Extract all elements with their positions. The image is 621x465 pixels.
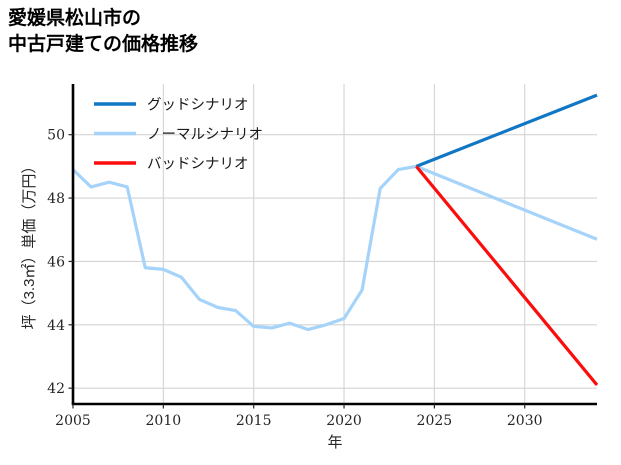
ytick-label-50: 50 — [47, 128, 65, 144]
series-line-グッドシナリオ — [415, 93, 598, 168]
chart-title-line-2: 中古戸建ての価格推移 — [8, 33, 199, 55]
xtick-label-2015: 2015 — [236, 413, 272, 429]
x-axis-title: 年 — [327, 434, 342, 451]
ytick-label-48: 48 — [47, 191, 65, 207]
chart-title-line-1: 愛媛県松山市の — [8, 8, 142, 29]
legend-label-2: バッドシナリオ — [147, 157, 249, 173]
series-line-ノーマルシナリオ — [71, 164, 598, 332]
xtick-label-2030: 2030 — [507, 413, 543, 429]
xtick-label-2025: 2025 — [417, 413, 453, 429]
ytick-label-46: 46 — [47, 254, 65, 270]
plot-background — [73, 84, 597, 404]
chart-title: 愛媛県松山市の 中古戸建ての価格推移 — [8, 6, 198, 57]
xtick-label-2005: 2005 — [55, 413, 91, 429]
legend-label-0: グッドシナリオ — [147, 97, 249, 114]
legend-label-1: ノーマルシナリオ — [147, 127, 263, 143]
y-axis-title: 坪（3.3㎡）単価（万円） — [21, 159, 38, 330]
series-line-バッドシナリオ — [415, 165, 599, 387]
xtick-label-2020: 2020 — [326, 413, 362, 429]
ytick-label-44: 44 — [47, 318, 65, 334]
ytick-label-42: 42 — [47, 381, 65, 397]
xtick-label-2010: 2010 — [146, 413, 182, 429]
